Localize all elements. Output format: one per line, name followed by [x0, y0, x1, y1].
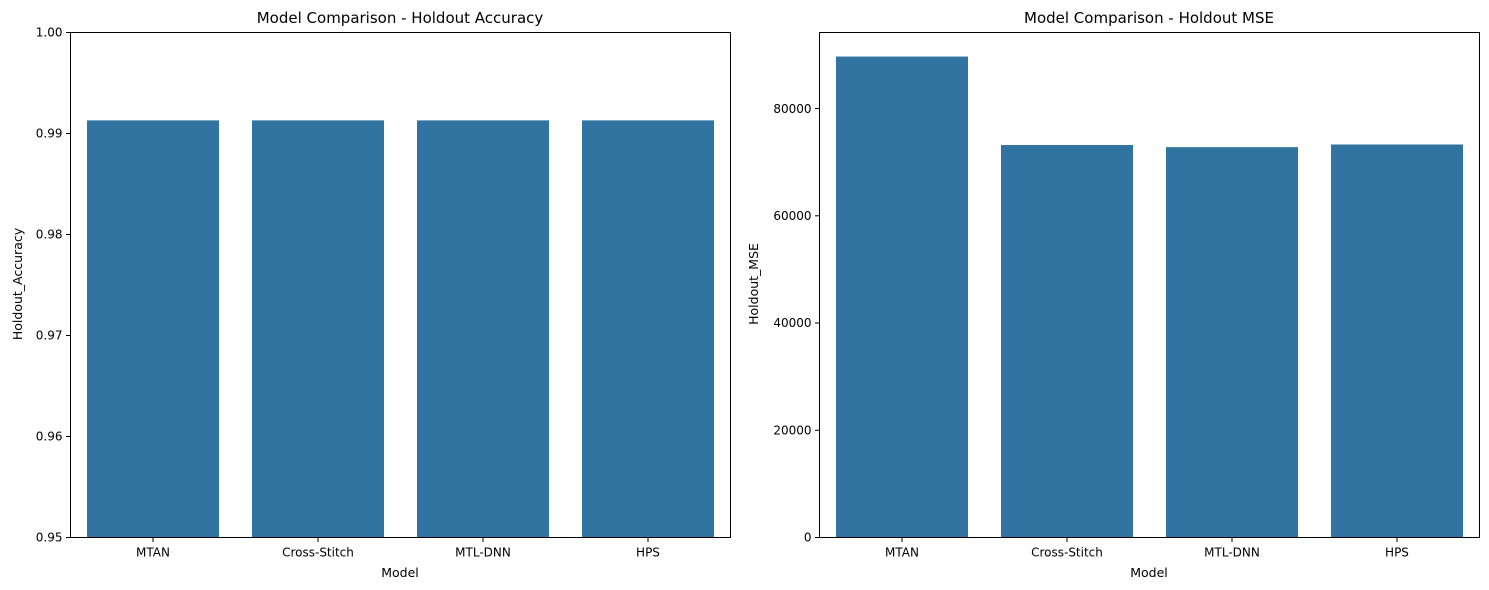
accuracy-bar-mtan [87, 120, 219, 538]
mse-bar-mtan [836, 56, 968, 538]
accuracy-x-axis-label: Model [381, 565, 419, 580]
mse-bar-hps [1331, 144, 1463, 538]
accuracy-y-tick-label: 0.97 [36, 329, 63, 343]
accuracy-x-tick-label: MTL-DNN [455, 546, 511, 560]
accuracy-y-ticks: 0.95 0.96 0.97 0.98 0.99 1.00 [36, 26, 71, 545]
mse-y-tick-label: 40000 [773, 316, 811, 330]
mse-bars [836, 56, 1463, 538]
accuracy-y-tick-label: 0.98 [36, 228, 63, 242]
accuracy-x-tick-label: MTAN [136, 546, 170, 560]
accuracy-y-tick-label: 0.99 [36, 127, 63, 141]
mse-chart-title: Model Comparison - Holdout MSE [1024, 9, 1274, 27]
mse-bar-cross-stitch [1001, 145, 1133, 538]
accuracy-x-ticks: MTAN Cross-Stitch MTL-DNN HPS [136, 537, 660, 560]
accuracy-plot-frame [70, 32, 731, 538]
mse-bar-mtl-dnn [1166, 147, 1298, 538]
accuracy-x-tick-label: Cross-Stitch [282, 546, 354, 560]
accuracy-bars [87, 120, 714, 538]
accuracy-y-tick-label: 1.00 [36, 26, 63, 40]
mse-y-tick-label: 60000 [773, 209, 811, 223]
mse-x-ticks: MTAN Cross-Stitch MTL-DNN HPS [885, 537, 1409, 560]
accuracy-chart-panel: Model Comparison - Holdout Accuracy Mode… [10, 9, 731, 580]
accuracy-y-tick-label: 0.95 [36, 531, 63, 545]
mse-x-tick-label: HPS [1385, 546, 1409, 560]
accuracy-bar-cross-stitch [252, 120, 384, 538]
mse-plot-frame [819, 32, 1480, 538]
mse-x-tick-label: Cross-Stitch [1031, 546, 1103, 560]
mse-x-axis-label: Model [1130, 565, 1168, 580]
mse-y-tick-label: 0 [804, 531, 812, 545]
mse-x-tick-label: MTAN [885, 546, 919, 560]
mse-y-tick-label: 80000 [773, 102, 811, 116]
accuracy-bar-hps [582, 120, 714, 538]
mse-y-axis-label: Holdout_MSE [746, 243, 761, 325]
accuracy-chart-title: Model Comparison - Holdout Accuracy [257, 9, 544, 27]
accuracy-y-axis-label: Holdout_Accuracy [10, 227, 25, 340]
accuracy-x-tick-label: HPS [636, 546, 660, 560]
mse-y-tick-label: 20000 [773, 423, 811, 437]
accuracy-y-tick-label: 0.96 [36, 430, 63, 444]
mse-x-tick-label: MTL-DNN [1204, 546, 1260, 560]
accuracy-bar-mtl-dnn [417, 120, 549, 538]
mse-y-ticks: 0 20000 40000 60000 80000 [773, 102, 820, 545]
mse-chart-panel: Model Comparison - Holdout MSE Model Hol… [746, 9, 1480, 580]
